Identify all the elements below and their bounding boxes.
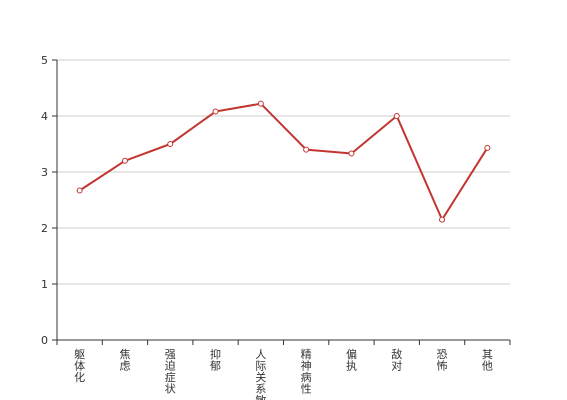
data-point[interactable] — [484, 144, 491, 151]
x-tick-label: 恐怖 — [437, 348, 448, 373]
x-tick-label: 抑郁 — [210, 347, 221, 373]
x-tick-label: 精神病性 — [301, 348, 312, 396]
x-tick-label: 焦虑 — [119, 348, 130, 373]
data-point[interactable] — [257, 100, 264, 107]
data-point[interactable] — [393, 113, 400, 119]
y-tick-label: 2 — [41, 222, 48, 235]
x-tick-label: 强迫症状 — [165, 348, 176, 396]
y-grid-lines — [57, 59, 510, 285]
x-tick-label: 敌对 — [391, 347, 402, 373]
series-line-group — [76, 100, 491, 223]
y-tick-label: 0 — [41, 334, 48, 347]
x-tick-label: 人际关系敏感 — [255, 348, 266, 400]
y-tick-label: 4 — [41, 110, 48, 123]
y-tick-label: 1 — [41, 278, 48, 291]
y-tick-label: 3 — [41, 166, 48, 179]
data-point[interactable] — [303, 146, 310, 153]
data-point[interactable] — [348, 150, 355, 157]
data-point[interactable] — [439, 216, 446, 223]
series-line — [79, 102, 489, 221]
x-tick-label: 偏执 — [346, 347, 357, 373]
y-tick-label: 5 — [41, 54, 48, 67]
data-point[interactable] — [212, 108, 219, 115]
x-axis: 躯体化 焦虑 强迫症状 抑郁 人际关系敏感 精神病性 偏执 敌对 恐怖 其他 — [56, 339, 511, 400]
y-axis: 0 1 2 3 4 5 — [41, 54, 58, 347]
data-point[interactable] — [76, 187, 83, 194]
data-point[interactable] — [167, 141, 174, 147]
data-point[interactable] — [121, 157, 128, 164]
x-tick-label: 其他 — [482, 348, 493, 373]
x-tick-label: 躯体化 — [74, 348, 85, 384]
